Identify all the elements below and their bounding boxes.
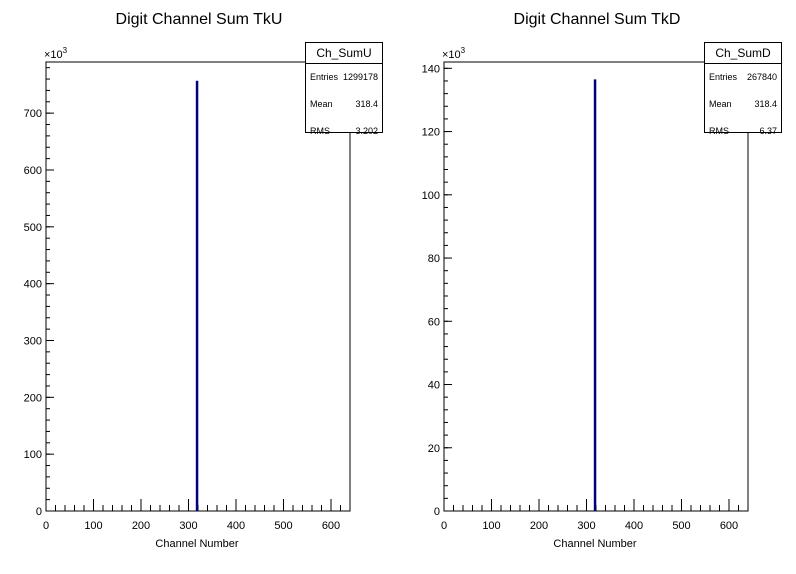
stats-row-entries: Entries 1299178	[306, 64, 382, 91]
x-tick-label: 500	[672, 520, 690, 532]
y-tick-label: 140	[422, 63, 440, 75]
y-tick-label: 60	[428, 316, 440, 328]
stats-label: Mean	[709, 99, 732, 109]
stats-box-name: Ch_SumU	[306, 43, 382, 64]
x-tick-label: 400	[227, 520, 245, 532]
x-tick-label: 500	[274, 520, 292, 532]
x-tick-label: 100	[84, 520, 102, 532]
y-tick-label: 0	[36, 506, 42, 518]
x-axis-title: Channel Number	[155, 538, 238, 550]
y-tick-label: 100	[422, 190, 440, 202]
stats-row-rms: RMS 3.202	[306, 118, 382, 145]
x-tick-label: 0	[43, 520, 49, 532]
y-tick-label: 400	[24, 279, 42, 291]
stats-box: Ch_SumU Entries 1299178 Mean 318.4 RMS 3…	[305, 42, 383, 136]
chart-title: Digit Channel Sum TkD	[513, 11, 681, 28]
x-tick-label: 300	[577, 520, 595, 532]
stats-row-rms: RMS 6.37	[705, 118, 781, 145]
stats-row-mean: Mean 318.4	[705, 91, 781, 118]
y-tick-label: 120	[422, 127, 440, 139]
stats-row-entries: Entries 267840	[705, 64, 781, 91]
x-tick-label: 600	[322, 520, 340, 532]
y-tick-label: 600	[24, 165, 42, 177]
stats-box: Ch_SumD Entries 267840 Mean 318.4 RMS 6.…	[704, 42, 782, 136]
y-axis-multiplier: ×103	[442, 46, 466, 61]
x-tick-label: 200	[132, 520, 150, 532]
x-tick-label: 0	[441, 520, 447, 532]
y-tick-label: 20	[428, 443, 440, 455]
stats-label: RMS	[310, 126, 330, 136]
y-tick-label: 80	[428, 253, 440, 265]
stats-value: 318.4	[355, 99, 378, 109]
y-tick-label: 100	[24, 449, 42, 461]
y-tick-label: 200	[24, 392, 42, 404]
x-tick-label: 200	[530, 520, 548, 532]
histogram-pad-tkd: 0 100 200 300 400 500 600 0 20 40 60 80 100 120 140 ×10…	[398, 0, 796, 574]
x-tick-label: 100	[482, 520, 500, 532]
stats-value: 1299178	[342, 72, 378, 82]
y-tick-label: 40	[428, 380, 440, 392]
histogram-plot-tkd: 0 100 200 300 400 500 600 0 20 40 60 80 100 120 140×10…	[422, 46, 749, 550]
histogram-pad-tku: 0 100 200 300 400 500 600 0 100 200 300 400 500 600 70…	[24, 11, 383, 550]
chart-title: Digit Channel Sum TkU	[115, 11, 283, 28]
stats-value: 318.4	[754, 99, 777, 109]
stats-label: RMS	[709, 126, 729, 136]
y-axis-multiplier: ×103	[44, 46, 68, 61]
histogram-plot-tku: 0 100 200 300 400 500 600 0 100 200 300 400 500 600 70…	[24, 46, 351, 550]
stats-box-name: Ch_SumD	[705, 43, 781, 64]
x-tick-label: 600	[720, 520, 738, 532]
y-tick-label: 700	[24, 108, 42, 120]
stats-label: Entries	[709, 72, 738, 82]
y-tick-label: 300	[24, 335, 42, 347]
stats-value: 267840	[746, 72, 777, 82]
stats-value: 3.202	[355, 126, 378, 136]
y-tick-label: 500	[24, 222, 42, 234]
y-tick-label: 0	[434, 506, 440, 518]
stats-label: Mean	[310, 99, 333, 109]
stats-row-mean: Mean 318.4	[306, 91, 382, 118]
x-axis-title: Channel Number	[553, 538, 636, 550]
stats-label: Entries	[310, 72, 339, 82]
stats-value: 6.37	[759, 126, 777, 136]
x-tick-label: 400	[625, 520, 643, 532]
x-tick-label: 300	[179, 520, 197, 532]
